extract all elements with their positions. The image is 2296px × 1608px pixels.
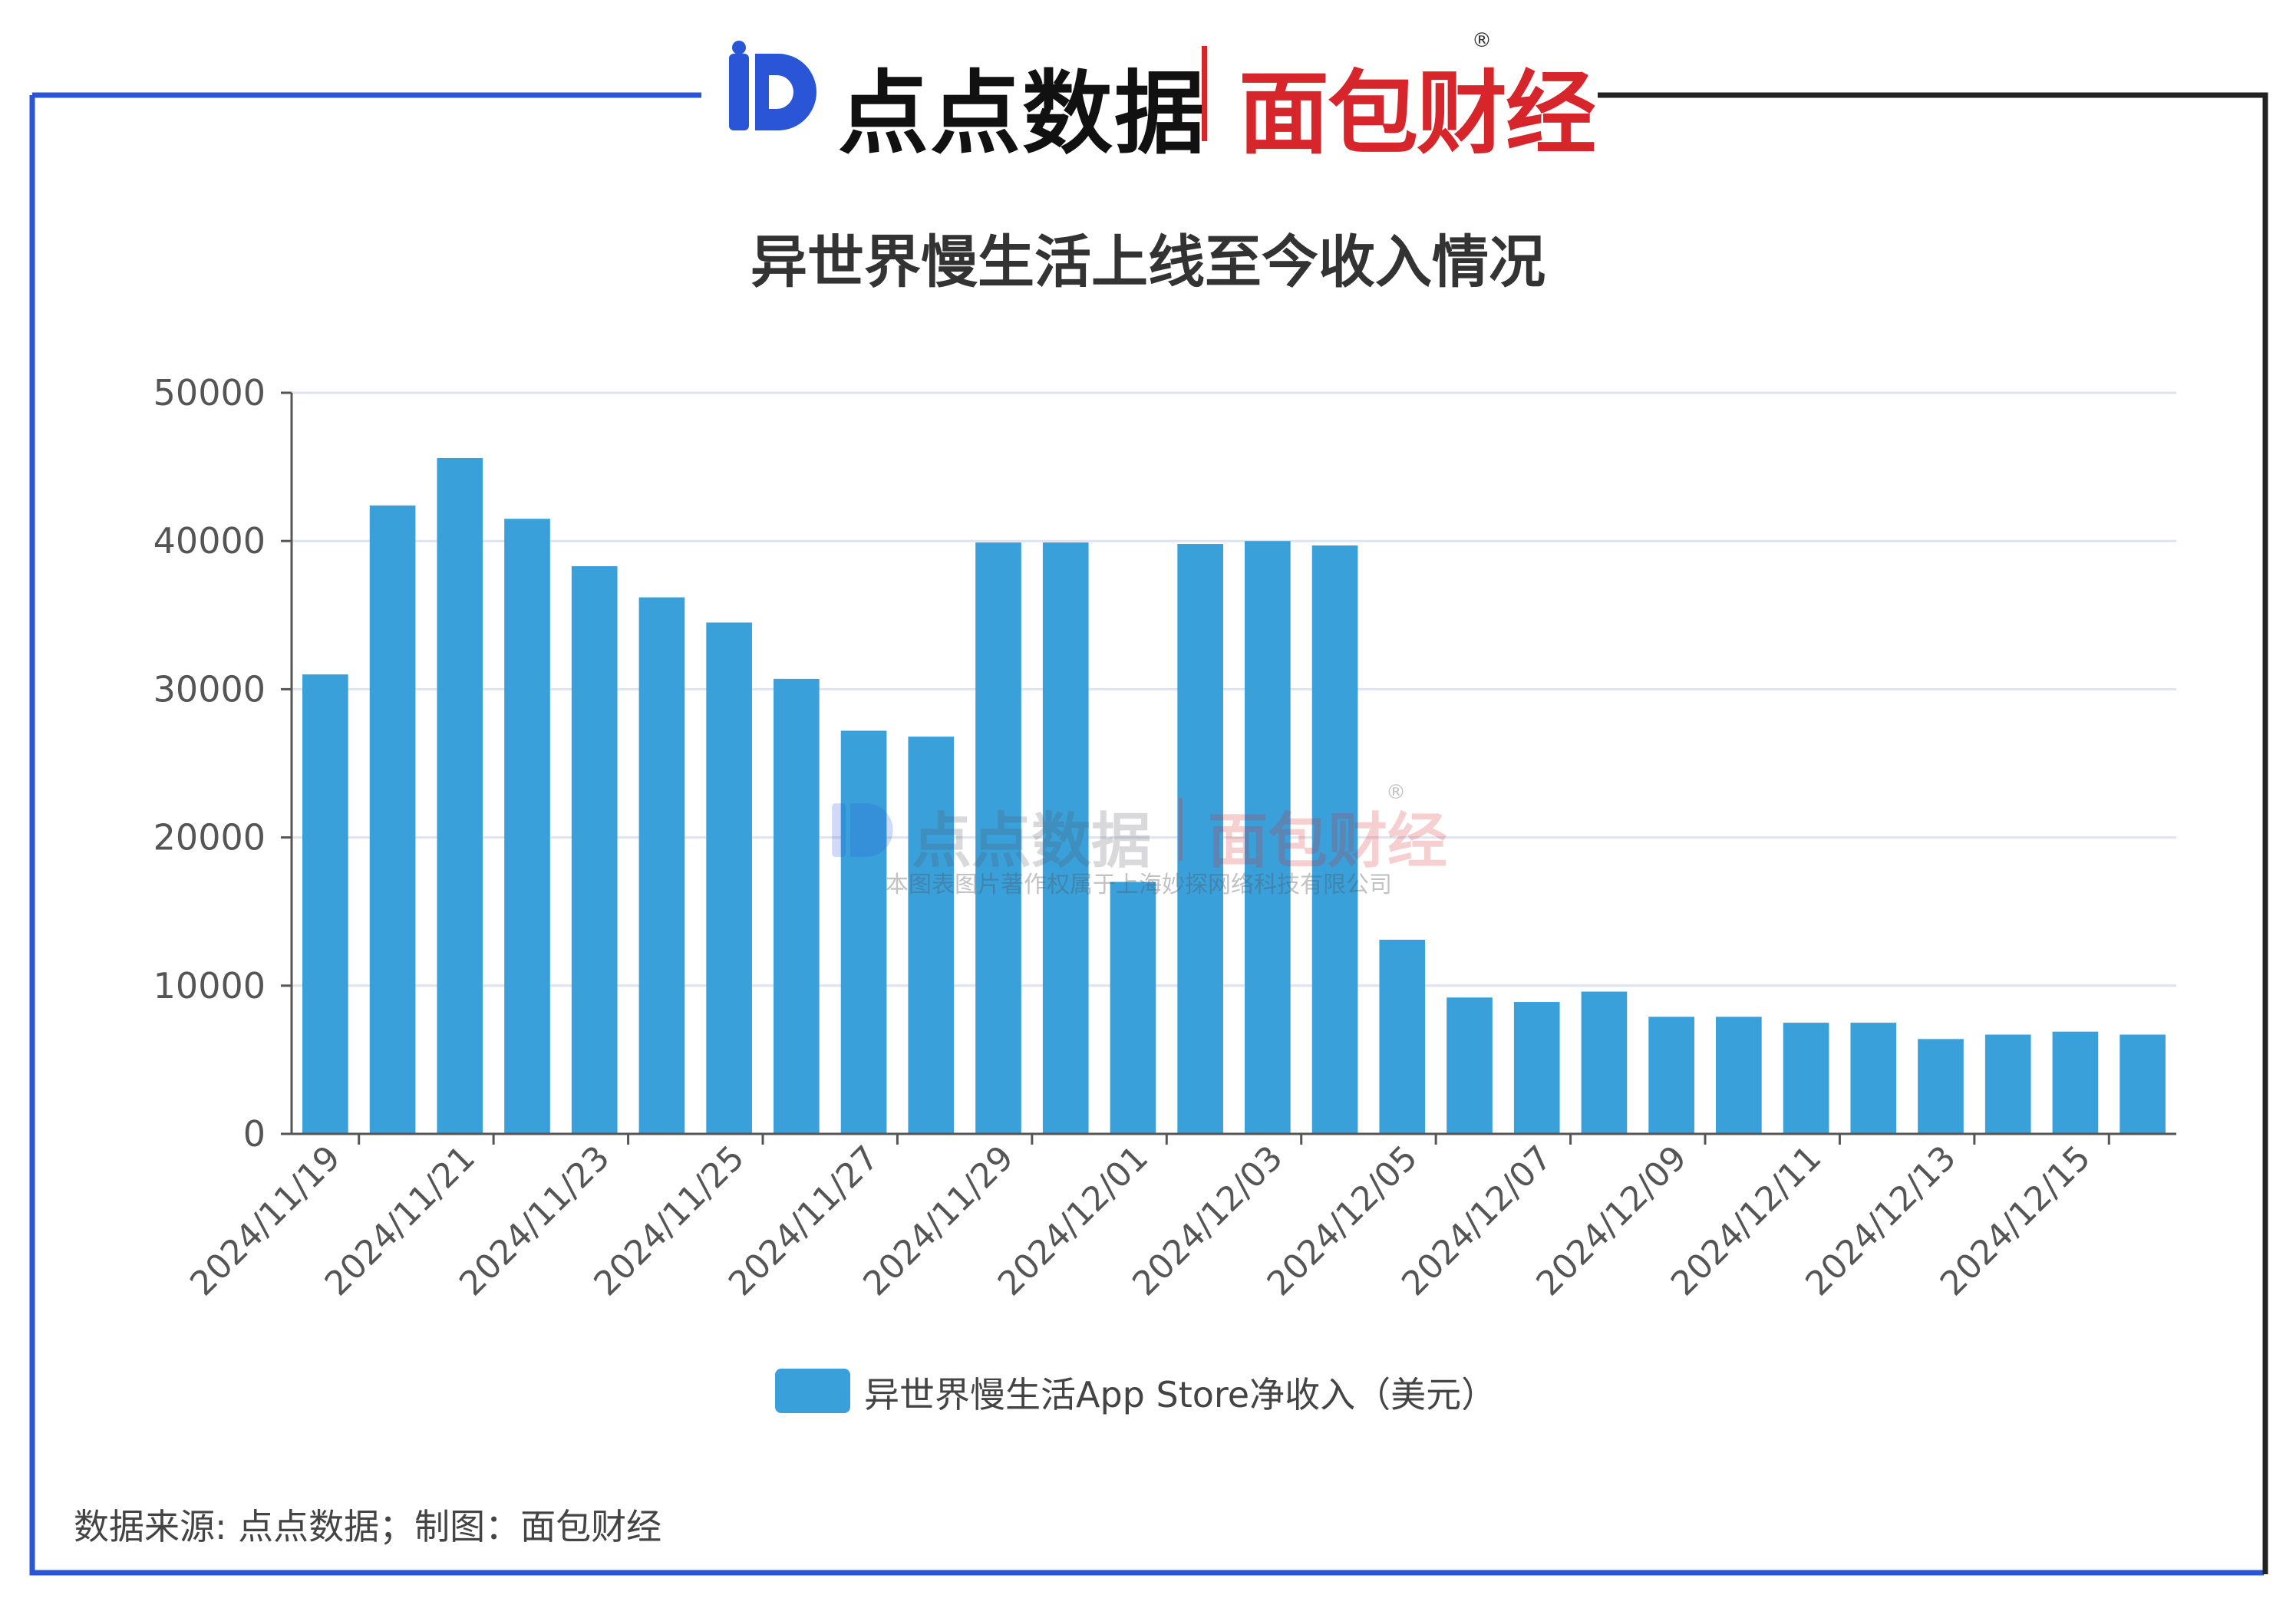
y-tick-label: 10000 <box>153 965 266 1007</box>
bar-2024-12-04[interactable] <box>1311 545 1358 1134</box>
brand-divider <box>1202 46 1207 141</box>
watermark-brand-right: 面包财经 <box>1208 807 1448 876</box>
bar-2024-12-07[interactable] <box>1513 1002 1560 1134</box>
watermark-logo-icon <box>832 803 893 857</box>
watermark-copyright: 本图表图片著作权属于上海妙探网络科技有限公司 <box>886 872 1392 898</box>
bar-2024-11-21[interactable] <box>437 458 483 1134</box>
y-tick-label: 20000 <box>153 817 266 858</box>
bar-2024-11-27[interactable] <box>840 730 887 1134</box>
registered-mark: ® <box>1472 29 1492 52</box>
bar-2024-11-29[interactable] <box>975 542 1021 1134</box>
bar-2024-12-08[interactable] <box>1581 991 1628 1134</box>
bar-2024-12-15[interactable] <box>2052 1031 2099 1134</box>
bar-2024-11-26[interactable] <box>774 678 820 1134</box>
bar-2024-11-20[interactable] <box>369 505 416 1134</box>
bar-2024-11-30[interactable] <box>1042 542 1089 1134</box>
bar-2024-12-06[interactable] <box>1447 997 1493 1134</box>
bar-2024-11-23[interactable] <box>571 566 618 1134</box>
bar-2024-12-02[interactable] <box>1177 544 1223 1134</box>
brand-left: 点点数据 <box>838 61 1207 166</box>
brand-right: 面包财经 <box>1239 61 1596 166</box>
legend-swatch[interactable] <box>775 1369 850 1413</box>
watermark-divider <box>1179 798 1183 861</box>
bar-2024-12-16[interactable] <box>2120 1034 2166 1134</box>
legend-label[interactable]: 异世界慢生活App Store净收入（美元） <box>864 1374 1497 1415</box>
bar-2024-11-28[interactable] <box>908 736 955 1134</box>
bar-2024-12-09[interactable] <box>1648 1017 1694 1134</box>
bar-2024-11-24[interactable] <box>638 597 685 1134</box>
y-tick-label: 40000 <box>153 520 266 562</box>
bar-2024-12-01[interactable] <box>1110 881 1156 1134</box>
source-note: 数据来源: 点点数据；制图：面包财经 <box>74 1506 662 1547</box>
bar-2024-12-03[interactable] <box>1245 541 1291 1134</box>
y-tick-label: 30000 <box>153 668 266 710</box>
bar-2024-11-22[interactable] <box>504 519 550 1134</box>
bar-2024-12-05[interactable] <box>1379 939 1426 1134</box>
bar-2024-11-19[interactable] <box>302 674 348 1134</box>
y-tick-label: 0 <box>243 1113 266 1155</box>
bar-2024-12-13[interactable] <box>1918 1039 1964 1134</box>
watermark-registered-mark: ® <box>1386 781 1406 804</box>
frame-blue-border <box>29 95 2264 1576</box>
bar-2024-12-14[interactable] <box>1984 1034 2031 1134</box>
dian-dian-logo-icon <box>729 41 816 130</box>
bar-2024-11-25[interactable] <box>706 622 752 1134</box>
bar-2024-12-11[interactable] <box>1783 1023 1829 1134</box>
bar-2024-12-12[interactable] <box>1850 1023 1897 1134</box>
chart-title: 异世界慢生活上线至今收入情况 <box>750 229 1546 295</box>
y-tick-label: 50000 <box>153 372 266 414</box>
watermark-brand-left: 点点数据 <box>912 807 1152 876</box>
frame-top-right-line <box>1598 92 2268 1574</box>
bar-2024-12-10[interactable] <box>1716 1017 1762 1134</box>
